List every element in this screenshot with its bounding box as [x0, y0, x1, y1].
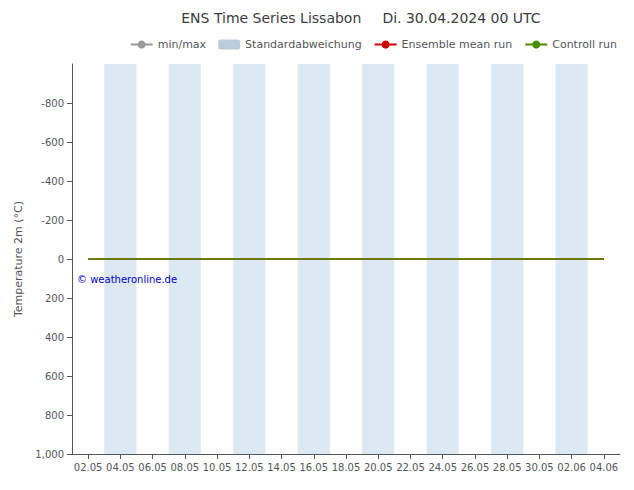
svg-text:18.05: 18.05	[332, 462, 361, 473]
svg-text:02.05: 02.05	[74, 462, 103, 473]
svg-text:30.05: 30.05	[525, 462, 554, 473]
svg-text:min/max: min/max	[158, 38, 207, 51]
svg-text:26.05: 26.05	[461, 462, 490, 473]
svg-text:08.05: 08.05	[171, 462, 200, 473]
svg-text:Standardabweichung: Standardabweichung	[245, 38, 362, 51]
svg-text:22.05: 22.05	[396, 462, 425, 473]
svg-text:06.05: 06.05	[138, 462, 167, 473]
svg-text:Di. 30.04.2024 00 UTC: Di. 30.04.2024 00 UTC	[382, 10, 540, 26]
svg-text:Temperature 2m (°C): Temperature 2m (°C)	[12, 201, 25, 318]
svg-text:04.06: 04.06	[590, 462, 619, 473]
svg-text:-200: -200	[41, 215, 64, 226]
svg-text:200: 200	[45, 293, 64, 304]
svg-text:Ensemble mean run: Ensemble mean run	[402, 38, 513, 51]
svg-text:04.05: 04.05	[106, 462, 135, 473]
svg-text:-600: -600	[41, 137, 64, 148]
svg-text:16.05: 16.05	[299, 462, 328, 473]
svg-text:28.05: 28.05	[493, 462, 522, 473]
svg-text:10.05: 10.05	[203, 462, 232, 473]
svg-text:1,000: 1,000	[35, 449, 64, 460]
svg-text:800: 800	[45, 410, 64, 421]
svg-text:-800: -800	[41, 98, 64, 109]
svg-text:© weatheronline.de: © weatheronline.de	[77, 274, 177, 285]
svg-text:-400: -400	[41, 176, 64, 187]
svg-text:12.05: 12.05	[235, 462, 264, 473]
svg-text:600: 600	[45, 371, 64, 382]
svg-text:0: 0	[58, 254, 64, 265]
svg-text:ENS Time Series Lissabon: ENS Time Series Lissabon	[181, 10, 361, 26]
svg-text:02.06: 02.06	[557, 462, 586, 473]
svg-text:20.05: 20.05	[364, 462, 393, 473]
svg-text:Controll run: Controll run	[552, 38, 617, 51]
svg-text:24.05: 24.05	[428, 462, 457, 473]
svg-text:14.05: 14.05	[267, 462, 296, 473]
svg-text:400: 400	[45, 332, 64, 343]
